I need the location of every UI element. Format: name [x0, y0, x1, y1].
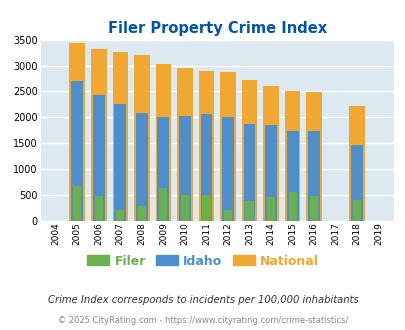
Bar	[136, 113, 147, 221]
Bar	[73, 186, 81, 221]
Bar	[352, 200, 360, 221]
Bar	[200, 114, 212, 221]
Bar	[350, 145, 362, 221]
Bar	[93, 95, 104, 221]
Legend: Filer, Idaho, National: Filer, Idaho, National	[82, 249, 323, 273]
Bar	[286, 131, 298, 221]
Bar	[91, 49, 106, 221]
Bar	[223, 210, 232, 221]
Bar	[349, 107, 364, 221]
Bar	[245, 201, 253, 221]
Bar	[134, 55, 149, 221]
Bar	[180, 195, 189, 221]
Text: © 2025 CityRating.com - https://www.cityrating.com/crime-statistics/: © 2025 CityRating.com - https://www.city…	[58, 316, 347, 325]
Bar	[241, 80, 257, 221]
Bar	[307, 131, 319, 221]
Bar	[71, 81, 83, 221]
Bar	[198, 71, 214, 221]
Bar	[155, 64, 171, 221]
Bar	[263, 86, 278, 221]
Bar	[202, 195, 210, 221]
Bar	[116, 210, 124, 221]
Bar	[243, 124, 255, 221]
Bar	[159, 188, 167, 221]
Bar	[306, 92, 321, 221]
Bar	[264, 125, 276, 221]
Bar	[222, 117, 233, 221]
Bar	[284, 91, 300, 221]
Bar	[179, 116, 190, 221]
Bar	[288, 192, 296, 221]
Bar	[157, 117, 169, 221]
Bar	[266, 197, 275, 221]
Bar	[220, 72, 235, 221]
Bar	[137, 206, 145, 221]
Text: Crime Index corresponds to incidents per 100,000 inhabitants: Crime Index corresponds to incidents per…	[47, 295, 358, 305]
Title: Filer Property Crime Index: Filer Property Crime Index	[107, 21, 326, 36]
Bar	[177, 68, 192, 221]
Bar	[309, 196, 318, 221]
Bar	[112, 52, 128, 221]
Bar	[69, 43, 85, 221]
Bar	[94, 196, 102, 221]
Bar	[114, 104, 126, 221]
